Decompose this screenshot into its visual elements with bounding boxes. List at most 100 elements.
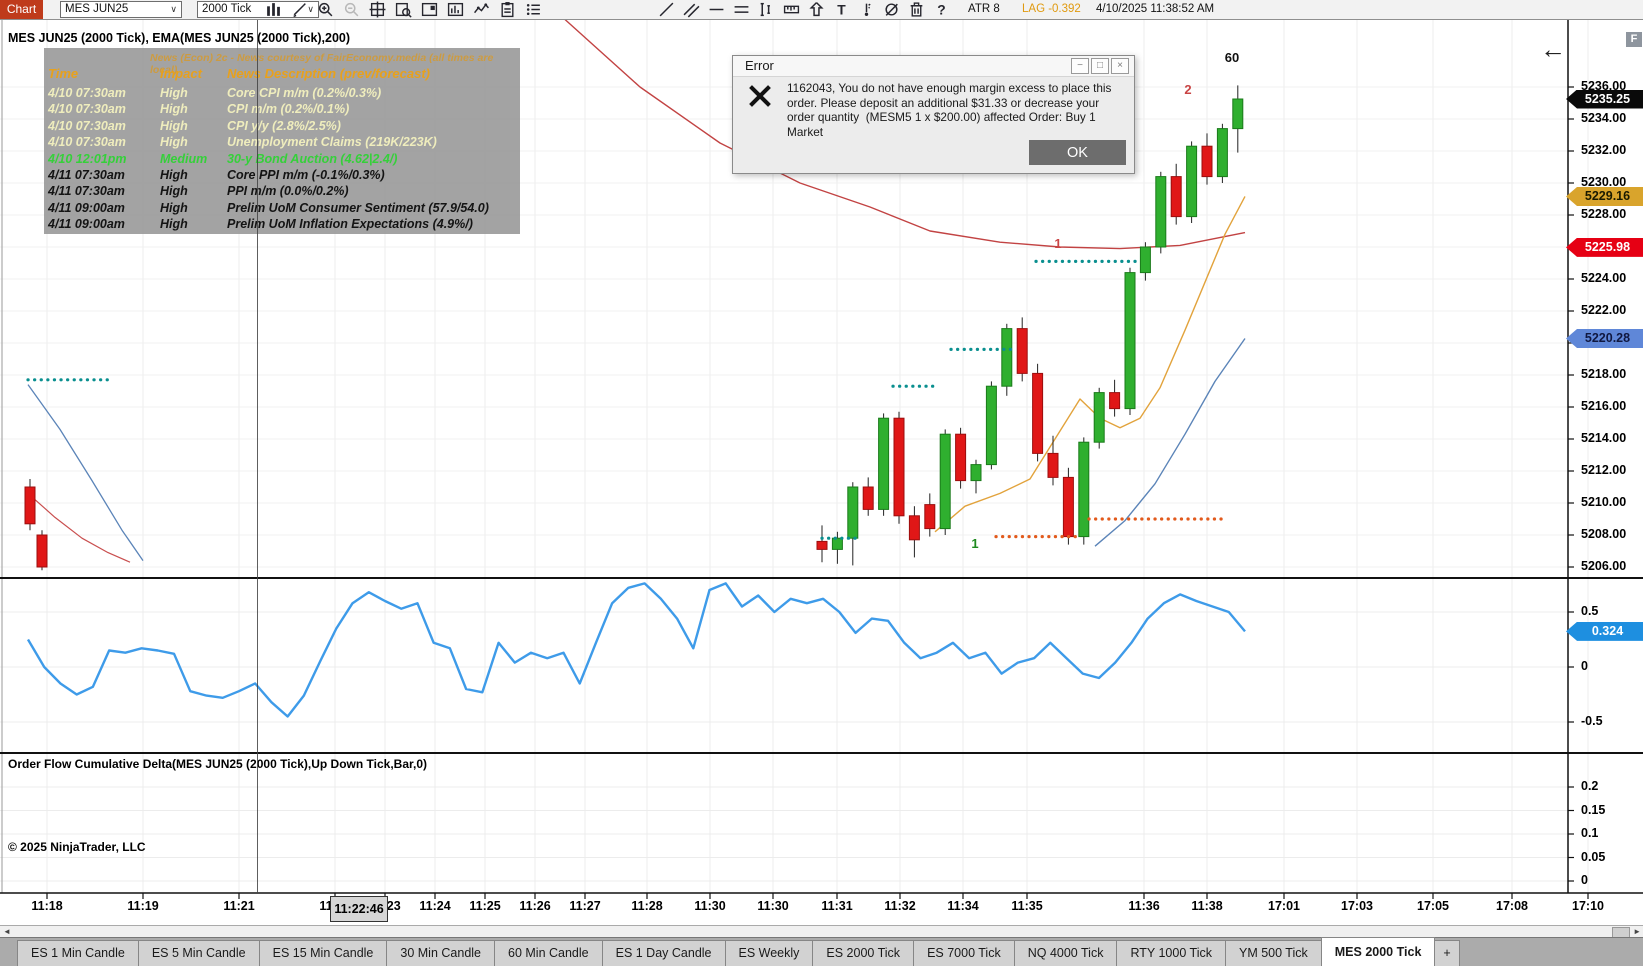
price-axis-label: 0.05 [1581,849,1606,864]
news-description: CPI y/y (2.8%/2.5%) [227,118,341,133]
price-axis-label: 5212.00 [1581,463,1627,477]
time-axis-label: 11:30 [757,899,789,913]
price-axis-label: 5222.00 [1581,303,1627,317]
tab-nq-4000-tick[interactable]: NQ 4000 Tick [1013,940,1118,966]
news-description: Unemployment Claims (219K/223K) [227,135,437,150]
time-axis-label: 17:10 [1572,899,1604,913]
news-time: 4/10 12:01pm [48,151,127,166]
scroll-right-icon[interactable]: ► [1633,927,1641,936]
horizontal-scrollbar[interactable]: ◄ ► [0,925,1643,938]
atr-indicator: ATR 8 [968,3,1000,15]
tab-es-1-min-candle[interactable]: ES 1 Min Candle [17,940,139,966]
news-time: 4/10 07:30am [48,118,126,133]
hide-drawings-icon[interactable] [883,1,900,18]
lag-indicator: LAG -0.392 [1022,3,1081,15]
chart-style-icon[interactable] [265,1,282,18]
zoom-in-icon[interactable] [317,1,334,18]
trade-annotations: 1 1 2 60 [971,50,1239,551]
svg-text:T: T [837,1,846,17]
scroll-left-icon[interactable]: ◄ [3,927,11,936]
double-horizontal-line-icon[interactable] [733,1,750,18]
dialog-maximize-button[interactable]: □ [1091,58,1109,74]
zoom-out-icon[interactable] [343,1,360,18]
vertical-time-marker [257,19,258,893]
price-axis-label: -0.5 [1581,714,1603,728]
error-message: 1162043, You do not have enough margin e… [787,81,1115,139]
tab-ym-500-tick[interactable]: YM 500 Tick [1224,940,1322,966]
ruler-icon[interactable] [783,1,800,18]
dialog-minimize-button[interactable]: − [1071,58,1089,74]
price-axis-label: 0.15 [1581,802,1606,817]
tab-30-min-candle[interactable]: 30 Min Candle [386,940,495,966]
interval-dropdown[interactable]: ∨ 2000 Tick [197,1,319,18]
price-axis-label: 5208.00 [1581,527,1627,541]
swing-level-dots [26,259,1229,540]
tab-60-min-candle[interactable]: 60 Min Candle [494,940,603,966]
tab-es-weekly[interactable]: ES Weekly [724,940,814,966]
text-cursor-icon[interactable] [758,1,775,18]
time-axis-label: 11:30 [694,899,726,913]
time-axis-label: 11:26 [519,899,551,913]
tab-es-15-min-candle[interactable]: ES 15 Min Candle [258,940,388,966]
chart-trader-icon[interactable] [421,1,438,18]
news-time: 4/11 07:30am [48,184,125,199]
time-axis-label: 11:27 [569,899,601,913]
text-tool-icon[interactable]: T [833,1,850,18]
price-axis-label: 0.1 [1581,826,1599,840]
tab-rty-1000-tick[interactable]: RTY 1000 Tick [1116,940,1226,966]
instrument-dropdown[interactable]: ∨ MES JUN25 [60,1,182,18]
cumulative-delta-title: Order Flow Cumulative Delta(MES JUN25 (2… [8,757,428,771]
tab-mes-2000-tick[interactable]: MES 2000 Tick [1320,937,1436,966]
news-description: CPI m/m (0.2%/0.1%) [227,102,350,117]
time-axis-label: 11:18 [31,899,63,913]
error-dialog-titlebar[interactable]: Error − □ × [733,56,1134,77]
time-axis-label: 11:38 [1191,899,1223,913]
tab-es-5-min-candle[interactable]: ES 5 Min Candle [137,940,260,966]
news-time: 4/10 07:30am [48,86,126,100]
news-table-header: Time Impact News Description (prev/forec… [48,66,516,81]
help-icon[interactable]: ? [933,1,950,18]
strategies-icon[interactable] [499,1,516,18]
chart-menu-button[interactable]: Chart [0,0,43,19]
tab-es-1-day-candle[interactable]: ES 1 Day Candle [601,940,726,966]
news-description: Core PPI m/m (-0.1%/0.3%) [227,167,385,182]
grid-crosshair-icon[interactable] [369,1,386,18]
chevron-down-icon: ∨ [307,4,314,14]
probe-icon[interactable] [858,1,875,18]
parallel-channel-icon[interactable] [683,1,700,18]
properties-icon[interactable] [525,1,542,18]
tab-es-2000-tick[interactable]: ES 2000 Tick [812,940,915,966]
time-axis-label: 11:34 [947,899,979,913]
ok-button[interactable]: OK [1029,140,1126,165]
arrow-up-icon[interactable] [808,1,825,18]
price-axis-label: 5234.00 [1581,111,1627,125]
news-impact: Medium [160,151,208,166]
data-box-icon[interactable] [395,1,412,18]
news-row: 4/11 09:00am High Prelim UoM Consumer Sent… [48,200,516,216]
news-impact: High [160,184,188,199]
oscillator-line [26,582,1246,718]
go-to-last-bar-arrow-icon[interactable]: ← [1540,34,1566,64]
indicators-icon[interactable] [473,1,490,18]
add-tab-button[interactable]: + [1434,940,1460,966]
volume-pane-icon[interactable] [447,1,464,18]
time-axis-label: 11:36 [1128,899,1160,913]
news-time: 4/10 07:30am [48,135,126,150]
news-row: 4/11 09:00am High Prelim UoM Inflation Exp… [48,216,516,232]
trend-line-icon[interactable] [658,1,675,18]
tab-es-7000-tick[interactable]: ES 7000 Tick [913,940,1015,966]
price-axis-label: 5232.00 [1581,143,1627,157]
remove-drawing-icon[interactable] [908,1,925,18]
horizontal-line-icon[interactable] [708,1,725,18]
price-axis-label: 0 [1581,659,1588,673]
error-dialog: Error − □ × 1162043, You do not have eno… [732,55,1135,174]
chart-title: MES JUN25 (2000 Tick), EMA(MES JUN25 (20… [8,31,351,45]
time-axis-label: 11:31 [821,899,853,913]
dialog-close-button[interactable]: × [1111,58,1129,74]
draw-pencil-icon[interactable] [291,1,308,18]
time-axis-label: 11:32 [884,899,916,913]
price-tag: 5235.25 [1566,89,1643,109]
copyright-notice: © 2025 NinjaTrader, LLC [8,840,146,854]
